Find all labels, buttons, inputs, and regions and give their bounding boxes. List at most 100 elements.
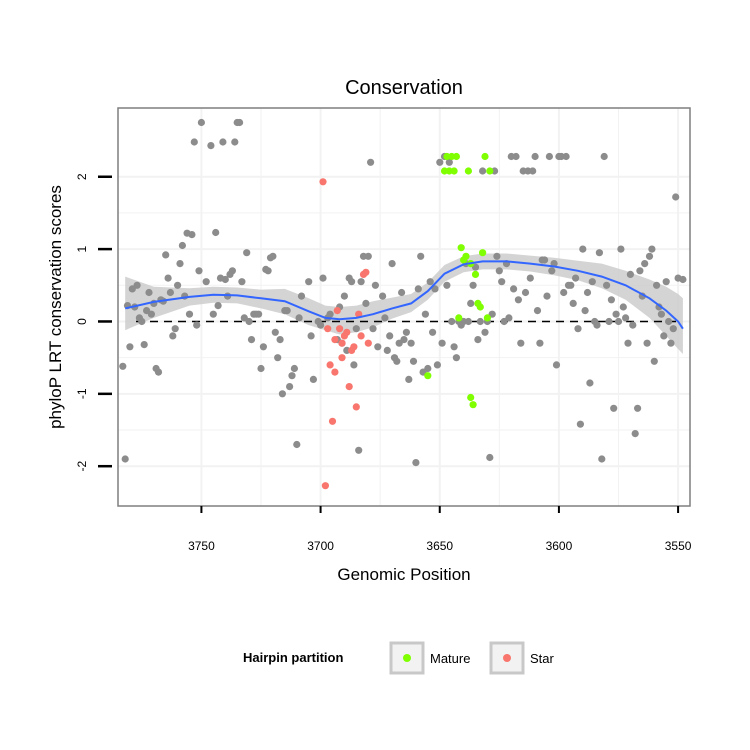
other-point [579,245,587,253]
x-tick-label: 3750 [188,539,215,553]
star-point [324,325,332,333]
other-point [433,361,441,369]
other-point [362,299,370,307]
other-point [269,252,277,260]
other-point [357,278,365,286]
other-point [672,193,680,201]
other-point [259,343,267,351]
other-point [576,420,585,428]
other-point [214,302,222,310]
x-axis: 3750 3700 3650 3600 3550 [188,506,692,553]
mature-point [424,372,432,380]
other-point [340,292,348,300]
other-point [164,274,172,282]
other-point [197,118,205,127]
star-point [350,343,358,351]
other-point [650,357,658,365]
y-axis-label: phyloP LRT conservation scores [46,185,65,429]
other-point [381,314,389,322]
other-point [517,339,525,347]
other-point [474,336,482,344]
other-point [171,325,179,333]
other-point [467,299,475,307]
legend-label-mature: Mature [430,651,470,666]
star-point [343,328,351,336]
mature-point [455,314,463,322]
other-point [581,307,589,315]
other-point [133,281,141,289]
mature-point [471,270,480,278]
other-point [326,310,334,318]
other-point [436,158,444,166]
plot-frame [117,107,691,507]
other-point [445,158,453,166]
other-point [479,167,487,175]
other-point [598,455,606,463]
other-point [450,343,458,351]
other-point [586,379,594,387]
other-point [283,307,291,315]
other-point [448,317,456,326]
other-point [662,278,670,286]
other-point [636,267,644,275]
other-point [541,256,549,264]
legend-swatch-mature [403,654,411,662]
other-point [126,343,134,351]
mature-point [462,252,470,260]
other-point [288,372,296,380]
other-point [631,430,639,438]
other-point [219,138,227,146]
mature-point [469,401,477,409]
mature-point [483,314,491,322]
plot-area [117,107,691,507]
other-point [166,288,174,297]
other-point [617,245,625,253]
other-point [247,336,256,344]
other-point [574,325,582,333]
mature-point [467,393,475,402]
other-point [169,332,177,340]
other-point [371,281,379,289]
other-point [402,328,410,336]
legend-title: Hairpin partition [243,650,343,665]
other-point [243,249,251,257]
other-point [545,152,554,161]
other-point [514,296,523,304]
star-point [319,178,327,186]
other-point [236,118,244,127]
legend-swatch-star [503,654,511,662]
other-point [305,278,313,286]
other-point [605,317,613,326]
star-point [331,336,339,344]
other-point [610,404,618,412]
other-point [665,317,673,326]
other-point [374,343,382,351]
other-point [398,288,406,297]
mature-point [452,152,460,161]
other-point [464,317,472,326]
star-point [326,361,334,369]
other-point [154,368,163,376]
chart-title: Conservation [345,77,463,99]
other-point [193,321,201,329]
star-point [333,307,341,315]
other-point [178,241,186,250]
other-point [567,281,575,289]
other-point [297,292,306,300]
other-point [607,296,616,304]
other-point [619,303,627,311]
other-point [317,321,325,329]
other-point [417,252,425,260]
other-point [612,310,620,318]
confidence-band [125,253,683,354]
other-point [364,252,372,260]
other-point [431,285,439,293]
other-point [138,317,146,326]
other-point [400,336,408,344]
other-point [174,281,182,289]
other-point [521,288,530,297]
other-point [421,310,429,318]
other-point [412,459,420,467]
other-point [643,339,651,347]
